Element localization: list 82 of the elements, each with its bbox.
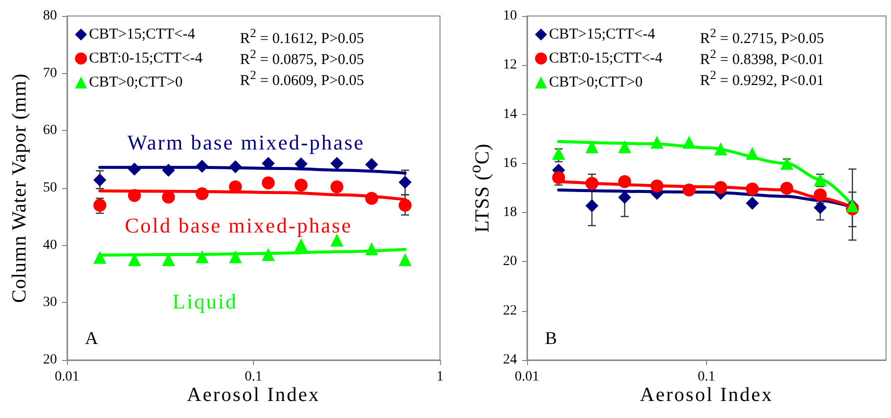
y-tick-label: 20 (43, 352, 57, 368)
y-tick-label: 50 (43, 180, 57, 196)
point (365, 158, 378, 171)
annotation: Warm base mixed-phase (127, 130, 365, 156)
y-tick-label: 10 (503, 8, 517, 24)
point (162, 190, 175, 204)
legend-label: CBT>15;CTT<-4 (549, 26, 656, 42)
point (93, 198, 106, 212)
point (780, 182, 794, 195)
annotation: R$^{2}$ = 0.9292, P<0.01 (700, 68, 824, 89)
point (814, 188, 827, 202)
point (618, 175, 632, 188)
x-tick-label: 0.01 (54, 370, 80, 384)
point (398, 198, 412, 212)
point (618, 140, 632, 154)
y-tick-label: 24 (503, 352, 517, 368)
point (128, 188, 141, 202)
y-tick-label: 60 (43, 123, 57, 138)
point (682, 183, 696, 196)
annotation: R$^{2}$ = 0.8398, P<0.01 (700, 47, 824, 68)
point (128, 253, 141, 266)
point (162, 253, 175, 266)
x-tick-label: 1 (436, 370, 444, 384)
point (196, 250, 209, 264)
annotation: A (85, 328, 98, 349)
annotation: Liquid (172, 289, 238, 314)
y-tick-label: 40 (43, 238, 57, 253)
y-tick-label: 20 (503, 254, 517, 270)
y-tick-label: 12 (503, 58, 517, 73)
y-tick-label: 14 (503, 106, 517, 122)
legend-label: CBT:0-15;CTT<-4 (89, 50, 204, 66)
annotation: Cold base mixed-phase (124, 213, 352, 238)
point (398, 253, 412, 266)
point (714, 142, 728, 156)
legend-label: CBT>0;CTT>0 (549, 74, 643, 90)
point (398, 176, 412, 189)
annotation: R$^{2}$ = 0.0875, P>0.05 (240, 47, 364, 68)
annotation: R$^{2}$ = 0.2715, P>0.05 (700, 25, 824, 49)
point (618, 190, 632, 204)
point (330, 180, 344, 194)
point (552, 146, 566, 160)
legend-label: CBT:0-15;CTT<-4 (549, 50, 664, 66)
point (365, 242, 378, 256)
point (228, 250, 242, 264)
point (330, 156, 344, 170)
y-axis-title: Column Water Vapor (mm) (8, 73, 32, 303)
point (585, 176, 598, 190)
legend-label: CBT>15;CTT<-4 (89, 26, 196, 42)
point (262, 156, 275, 170)
legend-label: CBT>0;CTT>0 (89, 74, 183, 90)
point (196, 187, 209, 200)
point (162, 164, 175, 177)
y-tick-label: 70 (43, 66, 57, 81)
y-tick-label: 22 (503, 303, 517, 318)
point (365, 192, 378, 205)
point (682, 136, 696, 149)
point (228, 160, 242, 174)
point (650, 180, 664, 193)
point (585, 140, 598, 154)
y-tick-label: 16 (503, 156, 517, 171)
point (714, 181, 728, 194)
point (585, 199, 598, 212)
x-tick-label: 0.1 (244, 370, 262, 384)
annotation: R$^{2}$ = 0.0609, P>0.05 (240, 68, 364, 89)
x-tick-label: 0.01 (514, 370, 540, 384)
annotation: B (545, 328, 558, 349)
y-tick-label: 18 (503, 205, 517, 220)
x-axis-title: Aerosol Index (186, 384, 320, 407)
annotation: R$^{2}$ = 0.1612, P>0.05 (240, 25, 364, 49)
y-tick-label: 30 (43, 295, 57, 310)
point (262, 248, 275, 262)
point (814, 201, 827, 214)
point (262, 176, 275, 190)
x-tick-label: 0.1 (698, 370, 716, 384)
point (93, 173, 106, 186)
point (93, 250, 106, 264)
point (780, 156, 794, 170)
x-axis-title: Aerosol Index (640, 384, 774, 407)
point (128, 162, 141, 176)
y-tick-label: 80 (43, 8, 57, 24)
point (196, 160, 209, 173)
point (650, 136, 664, 149)
